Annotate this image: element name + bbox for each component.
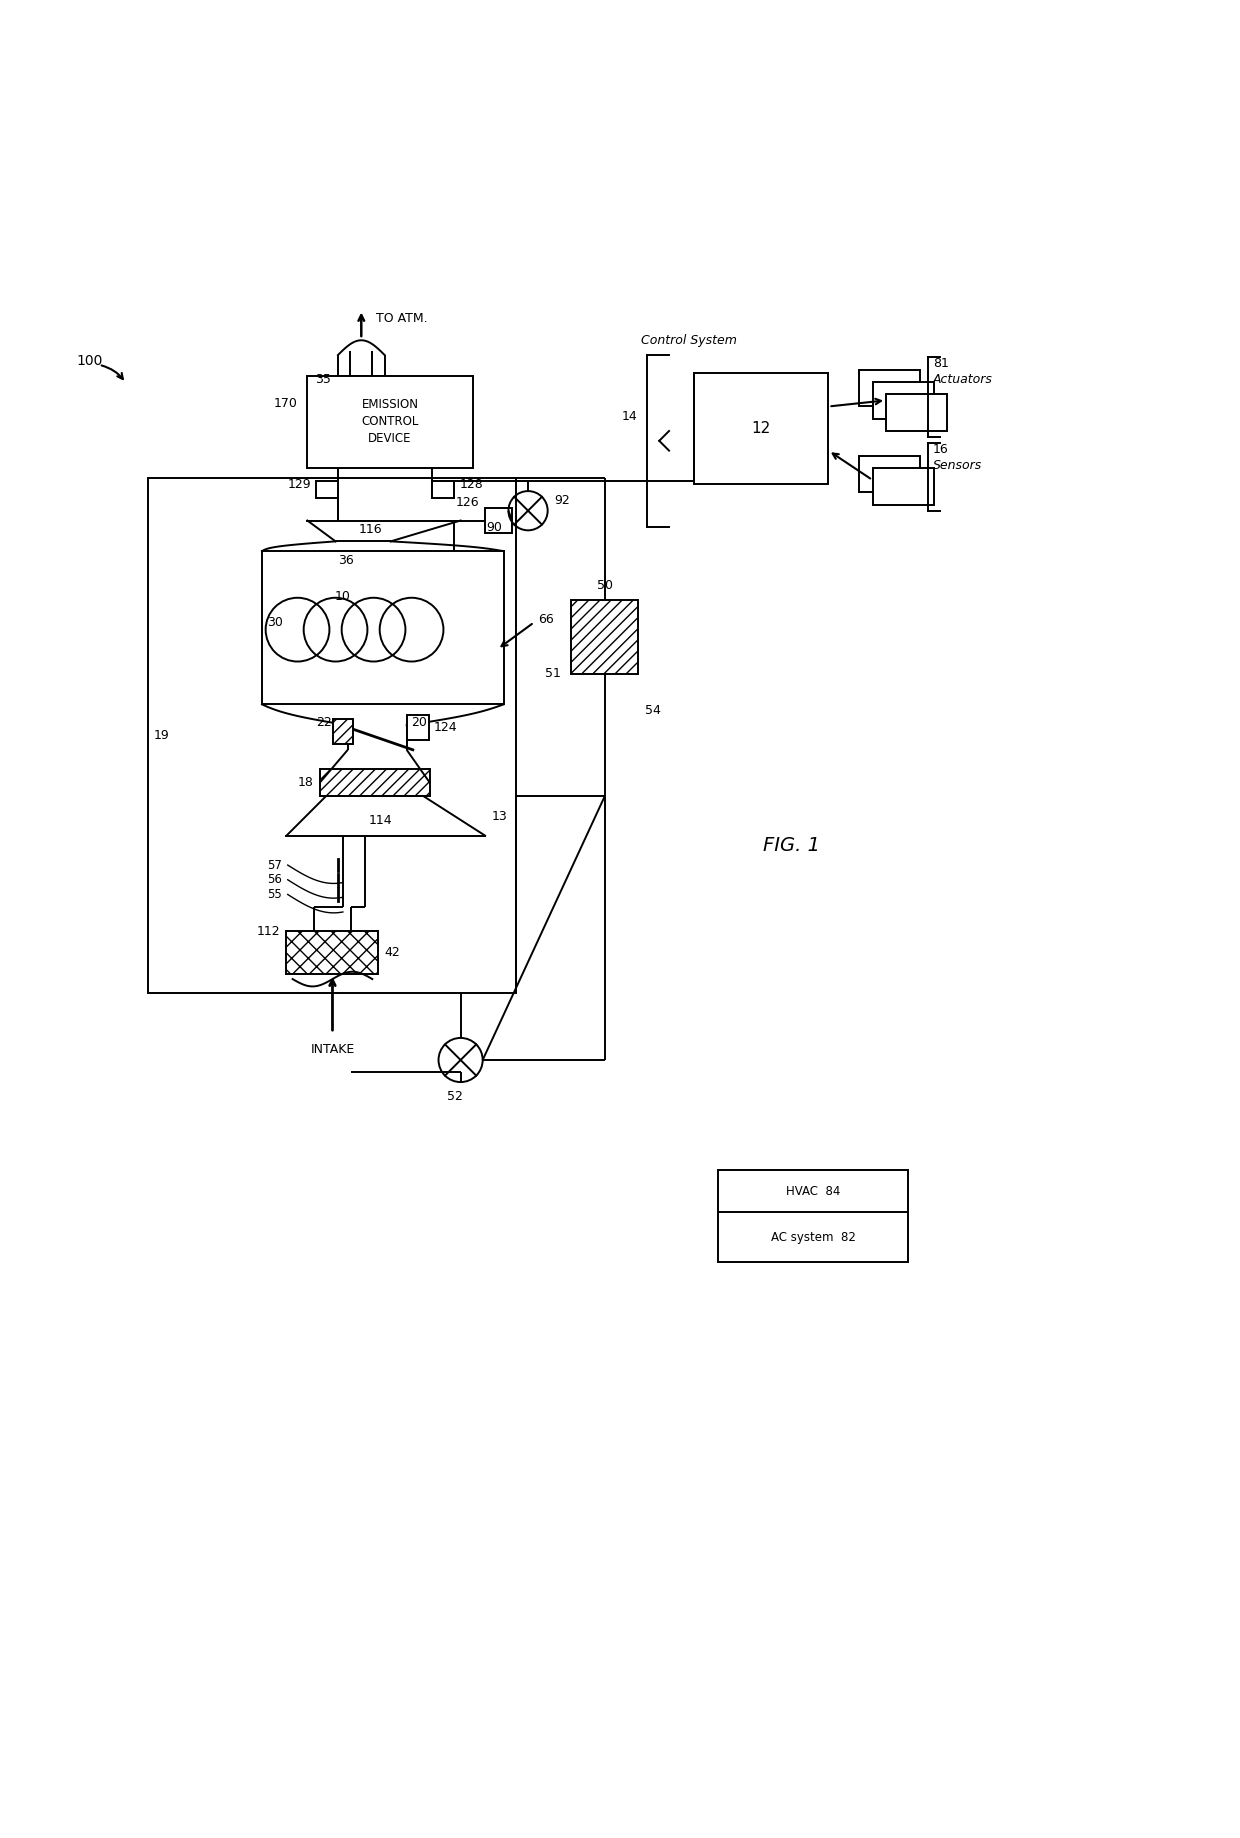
Text: HVAC  84: HVAC 84 [786,1184,841,1198]
Text: 126: 126 [455,496,479,509]
Text: 42: 42 [384,947,401,959]
Text: 55: 55 [267,888,281,901]
Text: 52: 52 [446,1090,463,1103]
Text: 50: 50 [596,579,613,592]
Text: 66: 66 [538,614,553,627]
Text: 30: 30 [267,616,283,629]
Bar [148,478,516,993]
Text: 57: 57 [267,858,281,871]
Text: 36: 36 [339,555,353,568]
Text: 10: 10 [335,590,350,603]
Text: 124: 124 [434,720,458,733]
Bar [570,601,639,675]
Text: 114: 114 [368,814,392,827]
Text: 56: 56 [267,873,281,886]
Text: 170: 170 [274,397,298,410]
Text: 20: 20 [412,717,428,730]
Text: INTAKE: INTAKE [310,1042,355,1055]
Bar [485,509,512,533]
Text: EMISSION
CONTROL
DEVICE: EMISSION CONTROL DEVICE [361,399,419,445]
Text: 129: 129 [288,478,311,491]
Text: 92: 92 [554,494,569,507]
Bar [873,469,934,505]
Bar [308,375,472,469]
Text: FIG. 1: FIG. 1 [763,836,820,855]
Text: TO ATM.: TO ATM. [376,312,428,325]
Text: 18: 18 [298,776,314,789]
Text: 90: 90 [486,522,502,535]
Text: 14: 14 [621,410,637,423]
Text: 112: 112 [257,925,280,937]
Bar [718,1171,908,1263]
Bar [334,719,352,744]
Bar [693,373,828,483]
Bar [320,770,430,796]
Text: 35: 35 [315,373,331,386]
Text: Control System: Control System [641,335,737,347]
Text: 51: 51 [546,667,562,680]
Bar [286,932,378,974]
Text: 13: 13 [491,809,507,823]
Text: 54: 54 [645,704,661,717]
Bar [859,369,920,406]
Text: AC system  82: AC system 82 [771,1230,856,1244]
Bar [407,715,429,741]
Text: 81: 81 [932,357,949,369]
Text: 128: 128 [459,478,484,491]
Bar [873,382,934,419]
Text: 12: 12 [751,421,770,436]
Text: Sensors: Sensors [932,460,982,472]
Text: 19: 19 [154,728,170,741]
Bar [887,393,947,430]
Text: 100: 100 [77,355,103,368]
Bar [433,482,455,498]
Bar [316,482,339,498]
Text: Actuators: Actuators [932,373,992,386]
Text: 22: 22 [316,717,331,730]
Text: 116: 116 [358,522,382,535]
Text: 16: 16 [932,443,949,456]
Bar [859,456,920,493]
Bar [262,551,503,704]
